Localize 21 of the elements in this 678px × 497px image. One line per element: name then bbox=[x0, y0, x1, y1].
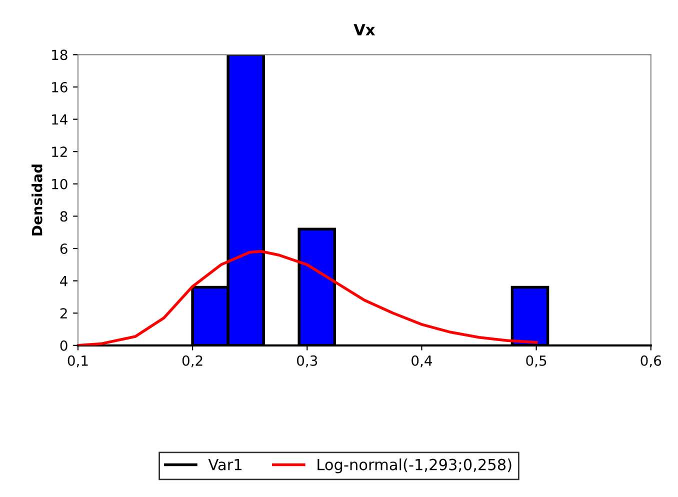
line-series bbox=[78, 250, 538, 346]
y-tick-label: 2 bbox=[60, 308, 67, 318]
y-tick-label: 6 bbox=[60, 243, 68, 254]
y-tick-label: 14 bbox=[52, 114, 68, 125]
y-tick-label: 8 bbox=[60, 211, 68, 222]
y-tick-label: 18 bbox=[52, 50, 68, 60]
x-tick-label: 0,6 bbox=[640, 355, 662, 368]
legend-label: Log-normal(-1,293;0,258) bbox=[318, 458, 512, 474]
x-tick-label: 0,1 bbox=[68, 355, 88, 368]
y-tick-label: 12 bbox=[52, 146, 67, 157]
y-tick-label: 10 bbox=[52, 178, 68, 190]
x-tick-label: 0,2 bbox=[182, 355, 202, 368]
x-tick-label: 0,4 bbox=[412, 355, 432, 368]
y-tick-label: 4 bbox=[60, 276, 68, 286]
x-tick-label: 0,5 bbox=[526, 355, 546, 368]
chart-title: Vx bbox=[354, 24, 376, 36]
x-tick-label: 0,3 bbox=[297, 355, 318, 368]
legend-label: Var1 bbox=[208, 458, 242, 470]
y-axis-title: Densidad bbox=[32, 164, 42, 236]
y-tick-label: 16 bbox=[52, 82, 68, 92]
y-tick-label: 0 bbox=[60, 340, 68, 351]
